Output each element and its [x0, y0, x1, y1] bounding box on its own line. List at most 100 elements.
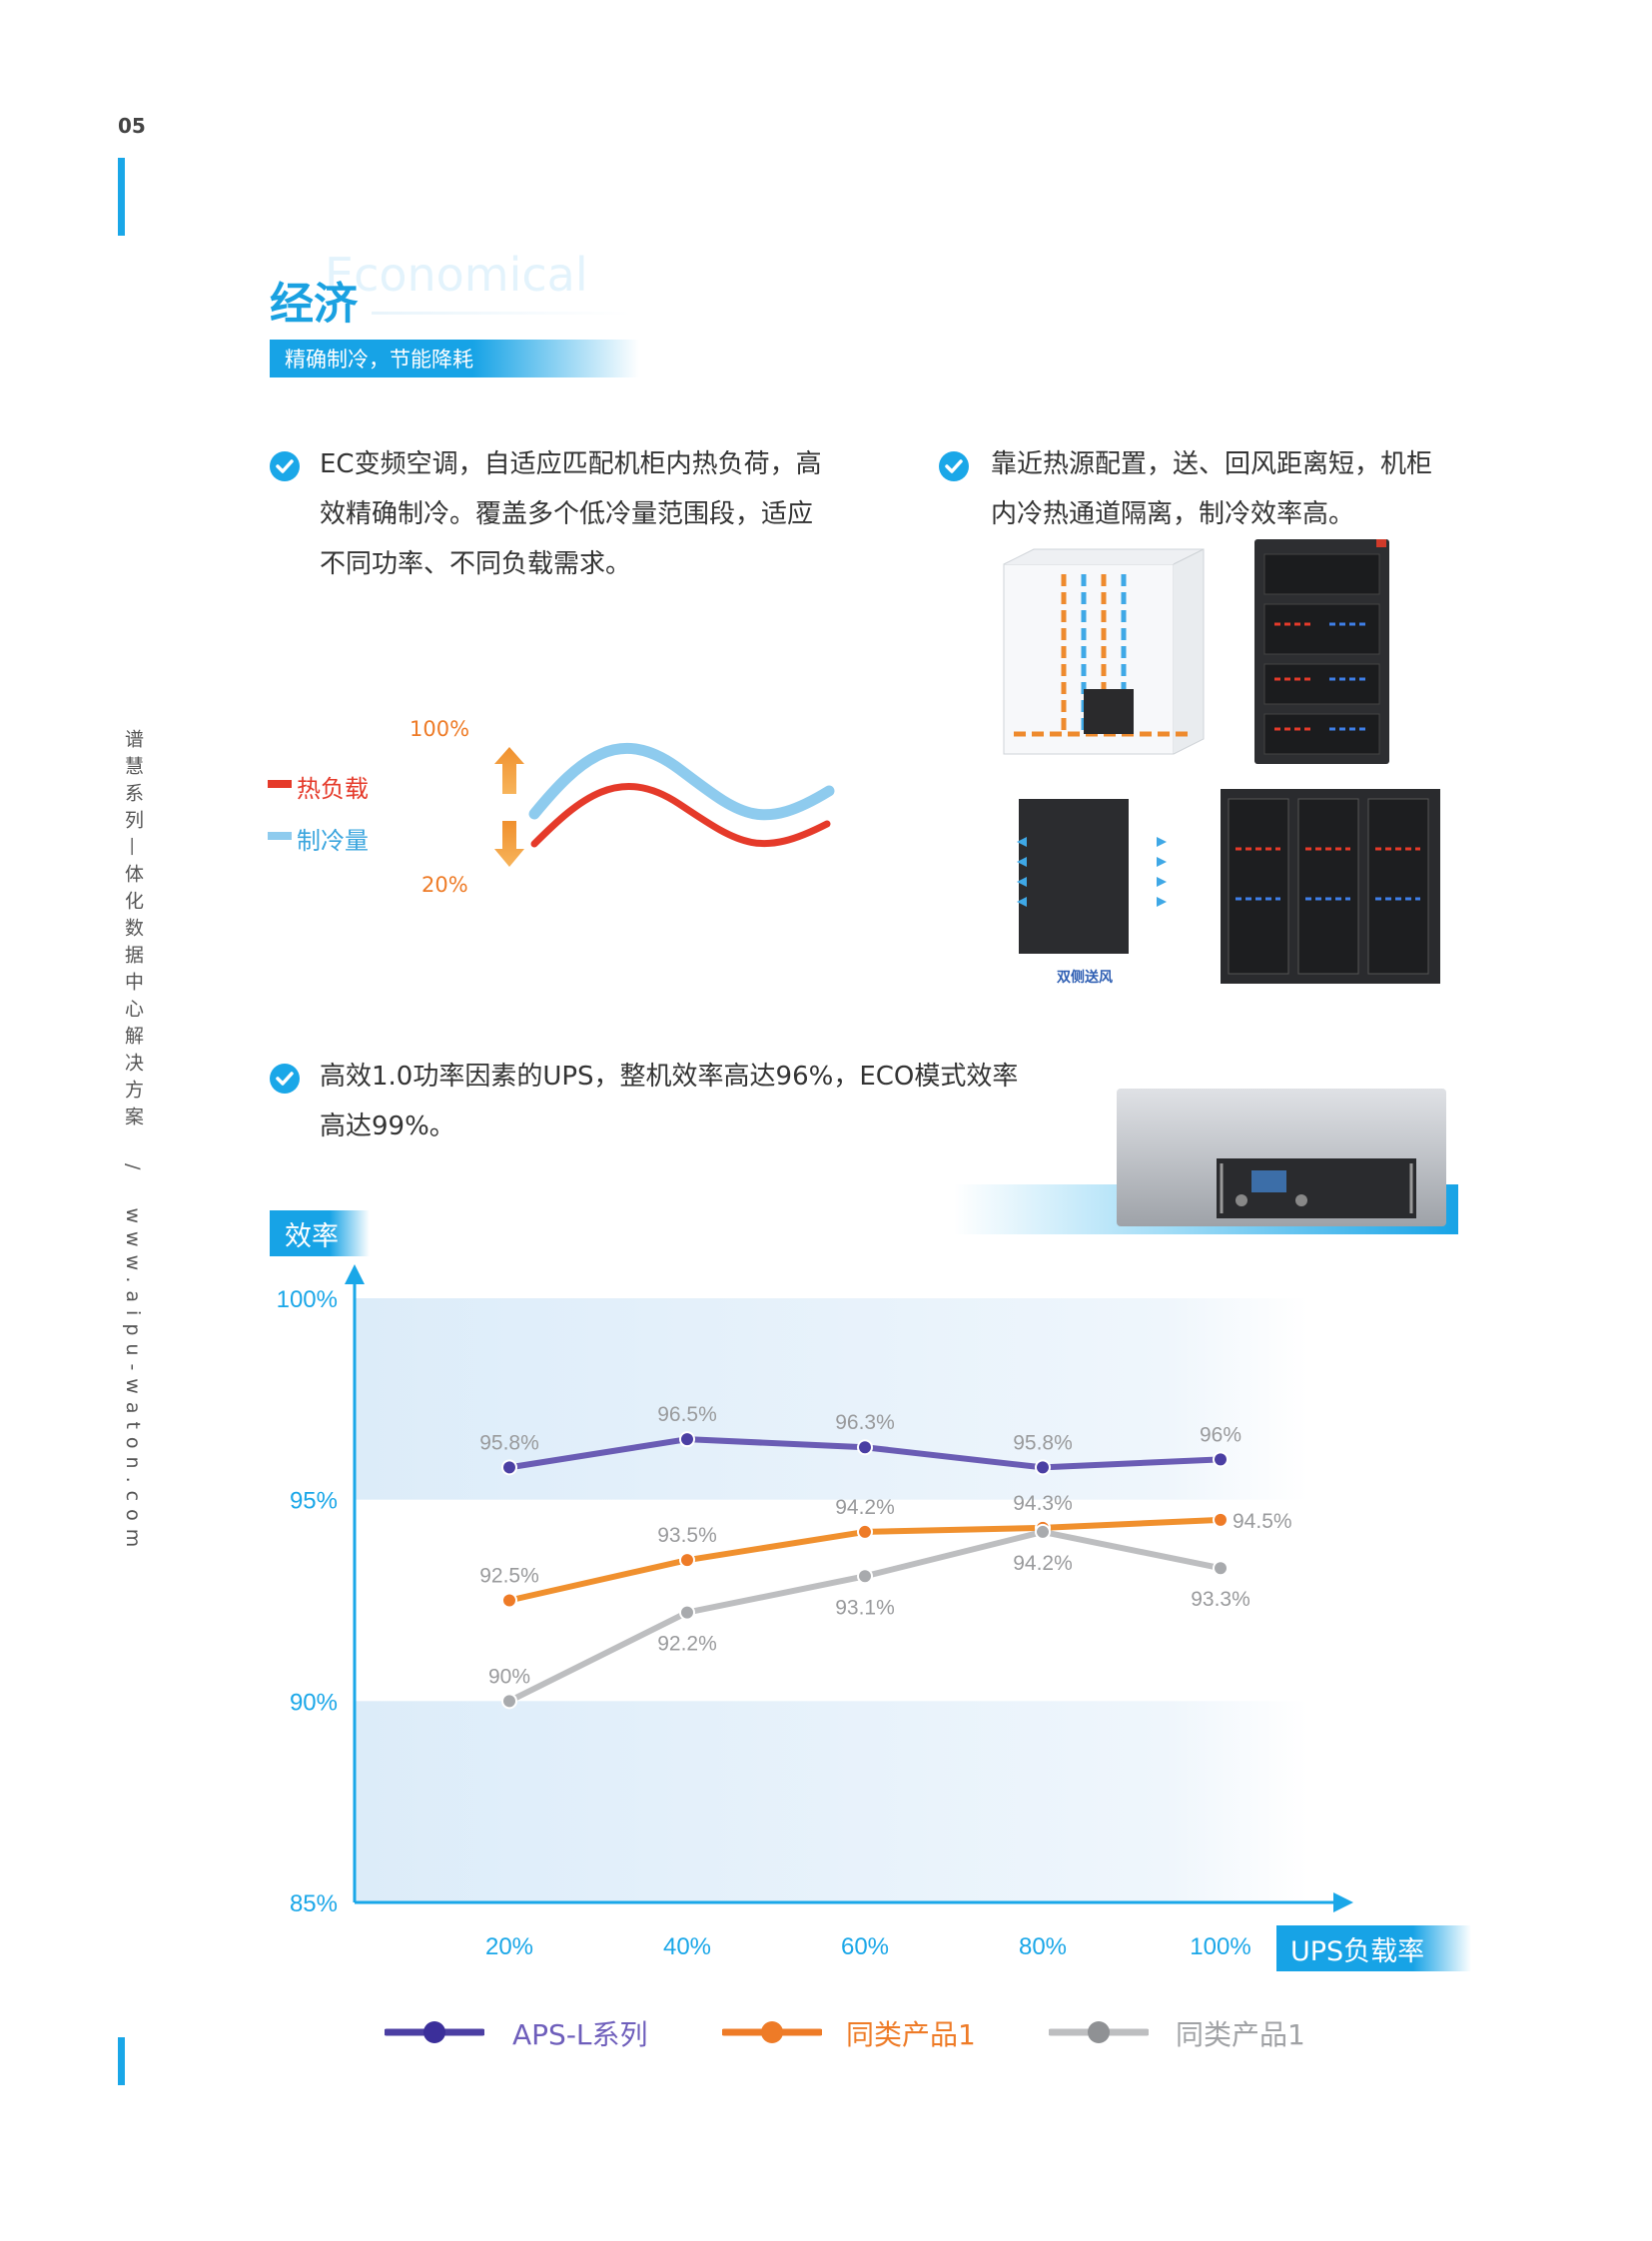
- legend-series-2-marker: [722, 2021, 822, 2043]
- y-axis-arrow-icon: [345, 1264, 365, 1284]
- chart-series: [501, 1431, 1229, 1710]
- chart-band: [355, 1701, 1308, 1902]
- bullet-1-text: EC变频空调，自适应匹配机柜内热负荷，高 效精确制冷。覆盖多个低冷量范围段，适应…: [320, 439, 822, 589]
- sidebar-series-title: 谱慧系列: [122, 729, 144, 837]
- section-subtitle: 精确制冷，节能降耗: [285, 348, 473, 372]
- cooling-curve: [528, 742, 835, 821]
- data-point: [679, 1604, 695, 1621]
- data-point: [679, 1552, 695, 1569]
- data-label: 94.2%: [835, 1496, 895, 1519]
- y-tick-label: 85%: [290, 1890, 338, 1917]
- data-point: [501, 1592, 517, 1609]
- data-point: [1213, 1451, 1229, 1468]
- data-point: [1213, 1511, 1229, 1528]
- x-axis-tag: [1276, 1925, 1471, 1971]
- vertical-sidebar-text: 谱慧系列—体化数据中心解决方案 / www.aipu-waton.com: [120, 729, 147, 1555]
- data-label: 95.8%: [1013, 1431, 1073, 1454]
- data-label: 94.3%: [1013, 1492, 1073, 1515]
- data-label: 92.2%: [657, 1633, 717, 1656]
- ups-product-image: [1117, 1089, 1446, 1226]
- heat-curve: [530, 783, 831, 848]
- data-point: [501, 1693, 517, 1710]
- y-tick-label: 90%: [290, 1689, 338, 1716]
- chart-legend: APS-L系列 同类产品1 同类产品1: [385, 2007, 1333, 2057]
- section-title: 经济: [270, 279, 358, 330]
- data-point: [857, 1439, 873, 1456]
- efficiency-chart: 100% 95% 90% 85% 20% 40% 60% 80% 100% 95.8% 96.5%…: [277, 1264, 1353, 1960]
- sidebar-slash: /: [122, 1163, 144, 1178]
- x-tick-label: 100%: [1190, 1933, 1250, 1960]
- bullet-1-line-2: 效精确制冷。覆盖多个低冷量范围段，适应: [320, 499, 814, 529]
- data-point: [857, 1523, 873, 1540]
- check-icon: [270, 451, 300, 485]
- diagram-top-label: 100%: [410, 717, 470, 741]
- legend-cool-label: 制冷量: [297, 827, 369, 855]
- down-arrow-icon: [494, 821, 524, 867]
- bullet-2-line-1: 靠近热源配置，送、回风距离短，机柜: [991, 449, 1433, 479]
- check-icon: [270, 1064, 300, 1098]
- sidebar-url: www.aipu-waton.com: [122, 1207, 144, 1556]
- sidebar-subtitle: 体化数据中心解决方案: [122, 864, 144, 1133]
- bullet-2-text: 靠近热源配置，送、回风距离短，机柜 内冷热通道隔离，制冷效率高。: [991, 439, 1432, 539]
- dual-airflow-caption: 双侧送风: [1057, 970, 1113, 986]
- legend-series-3-marker: [1049, 2021, 1149, 2043]
- data-label: 92.5%: [479, 1565, 539, 1588]
- data-label: 96%: [1200, 1423, 1241, 1446]
- chart-labels: 95.8% 96.5% 96.3% 95.8% 96% 92.5% 93.5% 94.2% 94…: [479, 1403, 1291, 1688]
- x-axis-arrow-icon: [1333, 1892, 1353, 1912]
- sidebar-dash: —: [122, 837, 144, 864]
- title-rule: [372, 312, 631, 315]
- section-ghost-title: Economical: [325, 248, 588, 302]
- data-label: 96.3%: [835, 1411, 895, 1434]
- bullet-3-line-1: 高效1.0功率因素的UPS，整机效率高达96%，ECO模式效率: [320, 1062, 1019, 1092]
- modular-cabinet-image: [1221, 789, 1440, 984]
- y-tick-label: 100%: [277, 1286, 338, 1313]
- chart-axes: 100% 95% 90% 85% 20% 40% 60% 80% 100%: [277, 1264, 1353, 1960]
- data-point: [1213, 1560, 1229, 1577]
- data-point: [857, 1568, 873, 1585]
- dual-airflow-image: [1019, 799, 1129, 954]
- dual-airflow-arrows: [1017, 837, 1167, 907]
- data-label: 93.5%: [657, 1524, 717, 1547]
- legend-series-2-label: 同类产品1: [846, 2018, 976, 2051]
- x-tick-label: 20%: [485, 1933, 533, 1960]
- bullet-3-text: 高效1.0功率因素的UPS，整机效率高达96%，ECO模式效率 高达99%。: [320, 1052, 1018, 1151]
- page-number: 05: [118, 114, 146, 138]
- legend-series-1-marker: [385, 2021, 484, 2043]
- data-label: 96.5%: [657, 1403, 717, 1426]
- y-axis-tag: [270, 1210, 370, 1256]
- data-point: [1035, 1459, 1051, 1476]
- check-icon: [939, 451, 969, 485]
- bullet-1-line-1: EC变频空调，自适应匹配机柜内热负荷，高: [320, 449, 822, 479]
- y-tick-label: 95%: [290, 1488, 338, 1515]
- data-label: 94.5%: [1233, 1510, 1292, 1533]
- data-label: 95.8%: [479, 1431, 539, 1454]
- cooling-diagram: [268, 727, 847, 886]
- chart-band: [355, 1298, 1308, 1500]
- data-label: 90%: [488, 1665, 530, 1688]
- data-point: [679, 1431, 695, 1448]
- diagram-bottom-label: 20%: [421, 873, 468, 897]
- x-tick-label: 40%: [663, 1933, 711, 1960]
- y-axis-tag-label: 效率: [285, 1221, 339, 1252]
- data-point: [1035, 1523, 1051, 1540]
- x-tick-label: 60%: [841, 1933, 889, 1960]
- data-label: 93.3%: [1191, 1588, 1250, 1611]
- data-label: 93.1%: [835, 1596, 895, 1619]
- chart-bands: [355, 1298, 1308, 1902]
- legend-heat-label: 热负载: [297, 775, 369, 803]
- subtitle-banner: [270, 340, 639, 377]
- cool-legend-swatch: [268, 832, 292, 840]
- bullet-1-line-3: 不同功率、不同负载需求。: [320, 549, 632, 579]
- data-point: [501, 1459, 517, 1476]
- up-arrow-icon: [494, 747, 524, 794]
- side-accent-bar-top: [118, 158, 125, 236]
- bullet-2-line-2: 内冷热通道隔离，制冷效率高。: [991, 499, 1355, 529]
- heat-legend-swatch: [268, 780, 292, 788]
- airflow-cabinet-image: [1003, 548, 1205, 755]
- x-tick-label: 80%: [1019, 1933, 1067, 1960]
- x-axis-tag-label: UPS负载率: [1290, 1936, 1425, 1967]
- data-label: 94.2%: [1013, 1552, 1073, 1575]
- legend-series-3-label: 同类产品1: [1176, 2018, 1305, 2051]
- legend-series-1-label: APS-L系列: [512, 2018, 648, 2051]
